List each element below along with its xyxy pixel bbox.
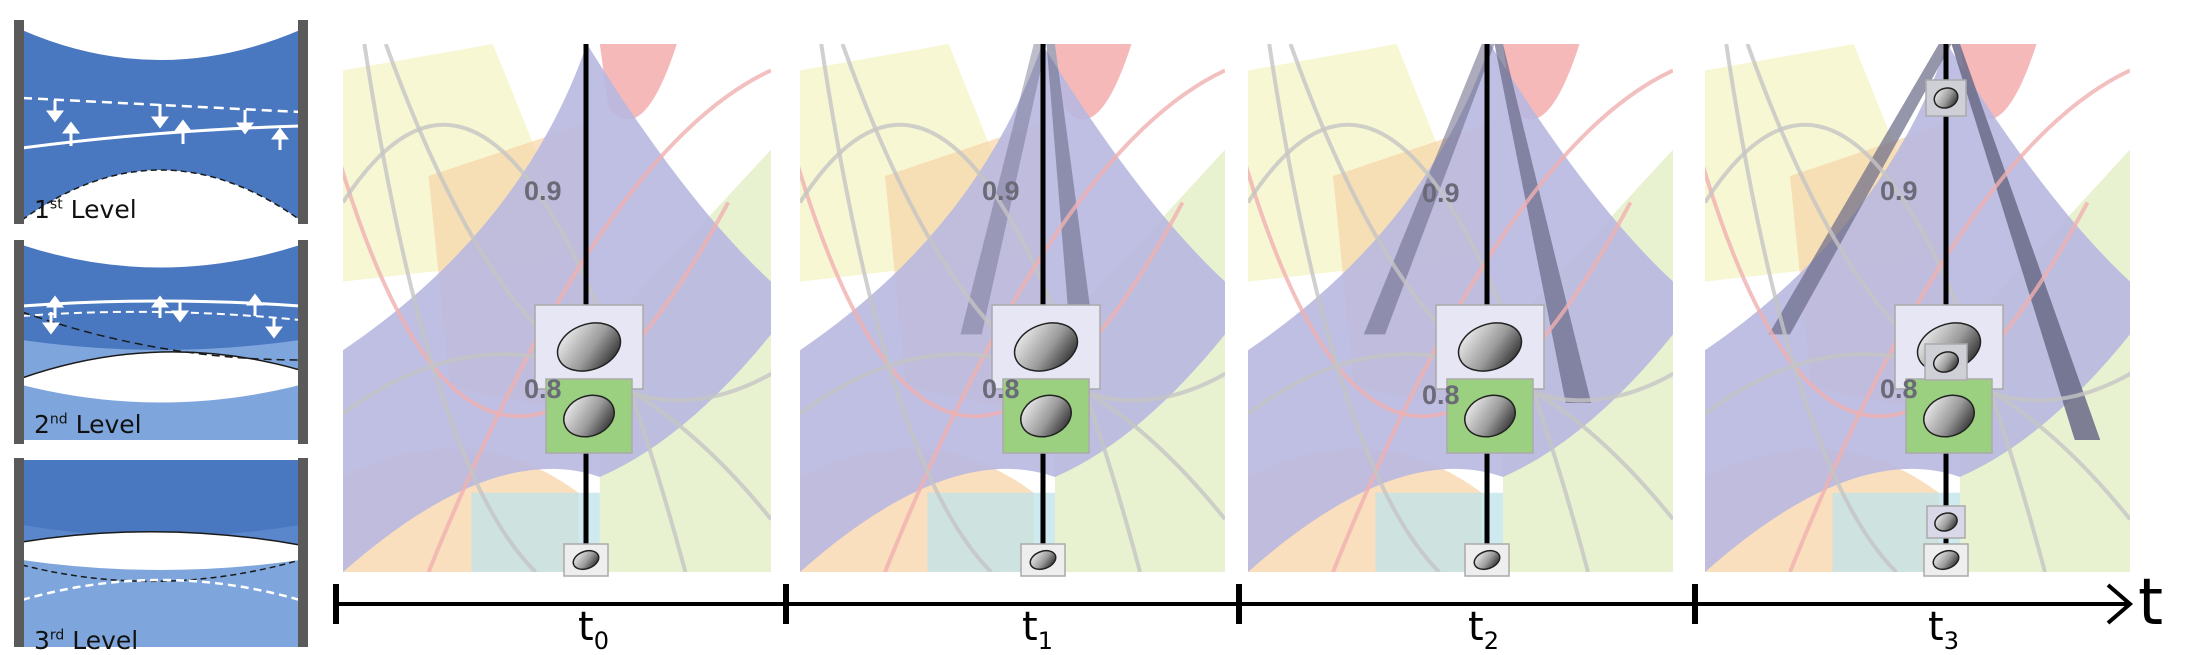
panel-curve [362,44,538,572]
band-dark-left [1363,44,1495,335]
panel-curve [1248,122,1590,572]
panel-2-value-mid: 0.8 [1422,380,1460,410]
thumbnail-upper [1894,304,2004,390]
timeline-axis [333,583,2134,625]
timeline-label-t3: t3 [1928,604,1959,655]
thumbnail-upper [534,304,644,390]
band-dark [1951,44,2101,440]
panel-3-value-mid: 0.8 [1880,374,1918,404]
band-dark [1494,44,1592,404]
thumbnail-mid [1924,343,1968,381]
level-3-diagram [14,458,308,647]
thumbnail-lower [1926,505,1966,539]
panel-curve [343,122,688,572]
level-2-diagram [14,240,308,444]
panel-curve [1705,122,2047,572]
panel-curve [1724,44,1898,572]
panel-curve [883,68,1225,572]
timeline-label-t2: t2 [1468,604,1499,655]
thumbnail-upper [1435,304,1545,390]
band-dark-left [960,44,1047,335]
thumbnail-upper [991,304,1101,390]
panel-1-value-top: 0.9 [982,176,1020,206]
level-3-label: 3rd Level [34,626,139,655]
panel-curve [819,44,993,572]
level-1-label: 1st Level [34,195,137,224]
level-2-label: 2nd Level [34,410,142,439]
thumbnail-small [1464,543,1510,577]
panel-2-value-top: 0.9 [1422,178,1460,208]
thumbnail-top [1925,79,1967,117]
panel-curve [1788,68,2130,572]
panel-curve [800,122,1142,572]
panel-0-value-mid: 0.8 [524,374,562,404]
panel-curve [1267,44,1441,572]
level-1-diagram [14,20,308,224]
band-dark-left [1768,44,1952,335]
timeline-axis-label: t [2138,566,2164,640]
thumbnail-selected [1905,378,1993,454]
thumbnail-selected [1446,378,1534,454]
panel-curve [1331,68,1673,572]
thumbnail-selected [1002,378,1090,454]
thumbnail-small [563,543,609,577]
thumbnail-small [1020,543,1066,577]
panel-3-value-top: 0.9 [1880,176,1918,206]
thumbnail-small [1923,543,1969,577]
panel-curve [426,68,771,572]
timeline-label-t1: t1 [1022,604,1053,655]
timeline-label-t0: t0 [578,604,609,655]
panel-0-value-top: 0.9 [524,176,562,206]
thumbnail-selected [545,378,633,454]
panel-1-value-mid: 0.8 [982,374,1020,404]
